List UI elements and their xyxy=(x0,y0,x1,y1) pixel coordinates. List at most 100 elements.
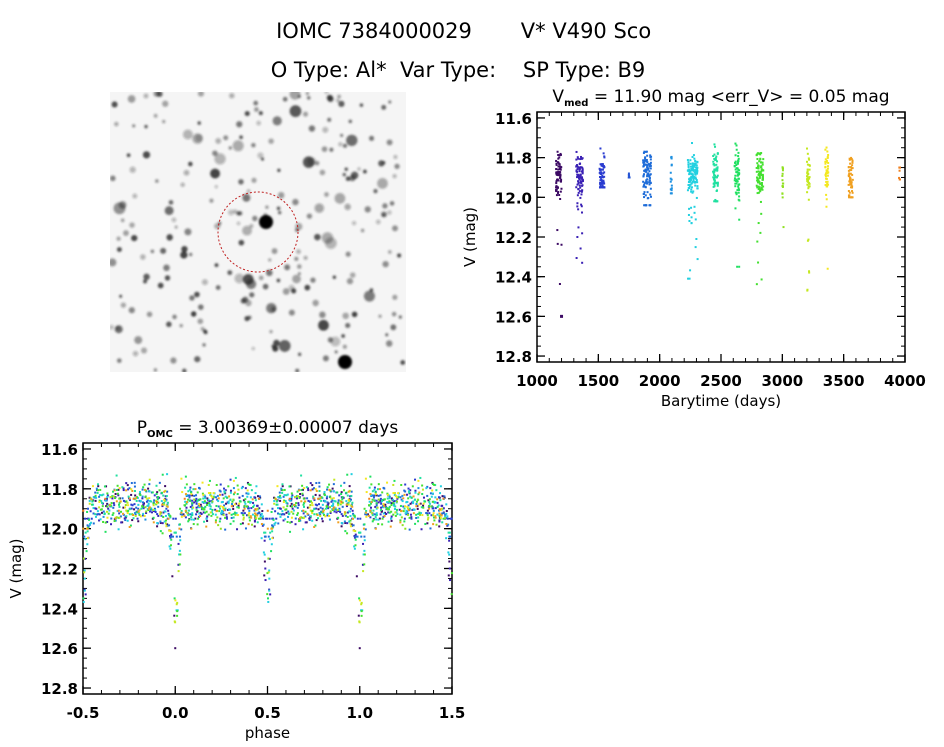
phase-point xyxy=(290,496,293,499)
x-tick-label: 1.5 xyxy=(439,704,466,722)
phase-point xyxy=(438,509,441,512)
phase-point xyxy=(390,504,393,507)
phase-point xyxy=(388,511,391,514)
star xyxy=(189,295,195,301)
light-curve-point xyxy=(559,198,562,201)
star xyxy=(174,225,178,229)
phase-point xyxy=(208,479,211,482)
light-curve-point xyxy=(694,176,697,179)
phase-point xyxy=(418,491,421,494)
star xyxy=(114,121,119,127)
phase-point xyxy=(157,514,160,517)
light-curve-point xyxy=(696,161,699,164)
y-tick-label: 12.8 xyxy=(41,680,78,698)
phase-point xyxy=(272,518,275,521)
phase-point xyxy=(253,519,256,522)
phase-point xyxy=(432,523,435,526)
star xyxy=(182,129,193,140)
phase-point xyxy=(150,500,153,503)
phase-point xyxy=(314,488,317,491)
y-tick-label: 12.6 xyxy=(495,308,532,326)
light-curve-point xyxy=(761,161,764,164)
star xyxy=(380,211,388,218)
phase-point xyxy=(253,504,256,507)
phase-point xyxy=(98,513,101,516)
light-curve-point xyxy=(693,157,696,160)
phase-point xyxy=(219,483,222,486)
star xyxy=(131,234,138,242)
light-curve-point xyxy=(602,165,605,168)
phase-point xyxy=(432,516,435,519)
phase-point xyxy=(170,533,173,536)
phase-point xyxy=(248,519,251,522)
light-curve-point xyxy=(556,173,559,176)
light-curve-point xyxy=(693,171,696,174)
phase-point xyxy=(98,506,101,509)
star xyxy=(292,198,299,206)
light-curve-point xyxy=(693,177,696,180)
star xyxy=(307,96,311,100)
light-curve-point xyxy=(695,196,698,199)
light-curve-point xyxy=(642,180,645,183)
phase-point xyxy=(382,515,385,518)
light-curve-point xyxy=(851,191,854,194)
phase-point xyxy=(313,525,316,528)
light-curve-point xyxy=(647,172,650,175)
star xyxy=(110,324,115,330)
y-tick-label: 12.8 xyxy=(495,348,532,366)
light-curve-point xyxy=(578,166,581,169)
phase-point xyxy=(191,502,194,505)
phase-point xyxy=(266,572,269,575)
light-curve-point xyxy=(849,162,852,165)
star xyxy=(257,152,264,159)
phase-point xyxy=(115,516,118,519)
star xyxy=(170,357,177,364)
light-curve-point xyxy=(756,240,759,243)
star xyxy=(341,334,345,338)
phase-point xyxy=(208,504,211,507)
phase-point xyxy=(135,506,138,509)
phase-point xyxy=(111,513,114,516)
phase-point xyxy=(386,492,389,495)
star xyxy=(385,340,393,347)
phase-point xyxy=(111,497,114,500)
light-curve-point xyxy=(850,158,853,161)
star xyxy=(297,264,302,269)
phase-point xyxy=(445,517,448,520)
phase-point xyxy=(134,497,137,500)
phase-point xyxy=(356,535,359,538)
star xyxy=(297,272,301,276)
phase-point xyxy=(432,509,435,512)
phase-point xyxy=(130,507,133,510)
star xyxy=(338,142,343,147)
phase-point xyxy=(326,501,329,504)
phase-point xyxy=(368,497,371,500)
phase-point xyxy=(217,500,220,503)
star xyxy=(253,100,259,106)
phase-point xyxy=(307,499,310,502)
phase-point xyxy=(310,509,313,512)
phase-point xyxy=(228,495,231,498)
phase-point xyxy=(156,522,159,525)
light-curve-point xyxy=(807,185,810,188)
phase-point xyxy=(375,499,378,502)
phase-point xyxy=(319,514,322,517)
phase-point xyxy=(248,509,251,512)
light-curve-point xyxy=(848,196,851,199)
phase-point xyxy=(289,505,292,508)
phase-point xyxy=(86,510,89,513)
phase-point xyxy=(84,531,87,534)
phase-point xyxy=(352,524,355,527)
phase-point xyxy=(448,539,451,542)
phase-point xyxy=(409,513,412,516)
light-curve-point xyxy=(580,190,583,193)
phase-point xyxy=(422,496,425,499)
phase-point xyxy=(443,495,446,498)
phase-point xyxy=(295,497,298,500)
phase-point xyxy=(181,513,184,516)
phase-point xyxy=(268,569,271,572)
light-curve-point xyxy=(556,186,559,189)
light-curve-point xyxy=(898,166,901,169)
phase-point xyxy=(237,488,240,491)
phase-point xyxy=(169,535,172,538)
